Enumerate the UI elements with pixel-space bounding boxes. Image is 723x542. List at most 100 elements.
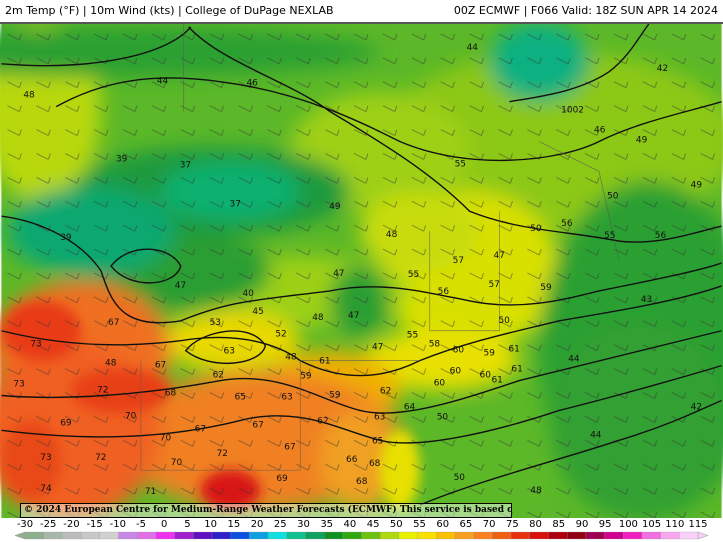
colorbar-swatch (118, 531, 138, 540)
temperature-label: 55 (455, 159, 466, 169)
temperature-label: 65 (235, 392, 246, 402)
colorbar-arrow-right (697, 531, 709, 540)
temperature-label: 72 (95, 453, 106, 463)
colorbar-swatch (193, 531, 213, 540)
temperature-label: 61 (508, 345, 519, 355)
colorbar-tick-label: 95 (598, 519, 612, 530)
colorbar-tick-label: 85 (552, 519, 566, 530)
colorbar-tick-label: 15 (227, 519, 241, 530)
isobars (1, 24, 722, 506)
temperature-label: 46 (594, 126, 606, 136)
colorbar-swatch (43, 531, 64, 540)
temperature-label: 69 (60, 418, 72, 428)
temperature-label: 56 (438, 287, 450, 297)
temperature-label: 74 (40, 484, 52, 494)
temperature-label: 57 (488, 280, 499, 290)
temperature-label: 50 (437, 412, 449, 422)
colorbar-tick-label: 35 (320, 519, 334, 530)
temperature-label: 68 (369, 459, 381, 469)
colorbar-tick-label: 5 (184, 519, 191, 530)
temperature-label: 50 (530, 224, 542, 234)
colorbar-swatch (604, 531, 624, 540)
colorbar-swatch (454, 531, 475, 540)
temperature-label: 67 (284, 442, 295, 452)
colorbar-swatch (492, 531, 512, 540)
temperature-label: 47 (175, 281, 186, 291)
temperature-label: 50 (498, 316, 510, 326)
colorbar-swatch (230, 531, 250, 540)
colorbar-tick-label: 105 (642, 519, 662, 530)
temperature-label: 44 (157, 77, 169, 87)
temperature-label: 73 (30, 340, 41, 350)
colorbar-swatch (286, 531, 307, 540)
temperature-label: 39 (116, 154, 128, 164)
temperature-label: 70 (160, 433, 172, 443)
temperature-label: 49 (691, 180, 703, 190)
colorbar-swatch (679, 531, 699, 540)
colorbar-tick-label: 80 (529, 519, 542, 530)
colorbar-swatch (473, 531, 494, 540)
colorbar-swatch (62, 531, 82, 540)
colorbar-tick-label: 65 (459, 519, 473, 530)
temperature-label: 50 (607, 191, 619, 201)
colorbar-swatch (137, 531, 157, 540)
colorbar-tick-label: 55 (413, 519, 426, 530)
temperature-label: 65 (372, 436, 383, 446)
colorbar-swatch (380, 531, 400, 540)
temperature-label: 47 (372, 343, 383, 353)
pressure-label: 1002 (561, 106, 584, 116)
temperature-label: 37 (180, 160, 191, 170)
copyright-notice: © 2024 European Centre for Medium-Range … (20, 503, 512, 518)
colorbar-swatch (342, 531, 363, 540)
colorbar-swatch (24, 531, 45, 540)
temperature-label: 63 (281, 392, 292, 402)
temperature-label: 60 (453, 346, 465, 356)
colorbar-arrow-left (14, 531, 26, 540)
colorbar-swatch (211, 531, 232, 540)
temperature-label: 61 (491, 376, 502, 386)
temperature-label: 56 (561, 219, 573, 229)
temperature-label: 55 (407, 331, 418, 341)
temperature-label: 62 (380, 387, 391, 397)
colorbar-tick-label: 90 (575, 519, 589, 530)
temperature-label: 63 (224, 347, 235, 357)
colorbar-swatch (436, 531, 456, 540)
product-title: 2m Temp (°F) | 10m Wind (kts) | College … (5, 4, 334, 17)
colorbar-tick-label: 45 (366, 519, 380, 530)
colorbar-tick-label: 115 (688, 519, 708, 530)
colorbar-swatch (323, 531, 344, 540)
temperature-label: 68 (165, 388, 177, 398)
temperature-label: 44 (568, 355, 580, 365)
colorbar-swatch (361, 531, 381, 540)
colorbar-swatches (14, 531, 709, 540)
temperature-label: 47 (348, 311, 359, 321)
temperature-label: 57 (453, 256, 464, 266)
colorbar-tick-label: -15 (86, 519, 103, 530)
temperature-label: 42 (691, 402, 702, 412)
temperature-label: 55 (604, 231, 615, 241)
temperature-label: 59 (484, 349, 496, 359)
colorbar-swatch (641, 531, 662, 540)
temperature-label: 44 (590, 430, 602, 440)
temperature-label: 67 (252, 420, 263, 430)
colorbar-tick-label: 10 (204, 519, 218, 530)
colorbar-tick-label: 30 (297, 519, 310, 530)
temperature-label: 60 (480, 371, 492, 381)
temperature-label: 68 (356, 477, 368, 487)
temperature-label: 61 (511, 365, 522, 375)
temperature-label: 39 (60, 233, 72, 243)
temperature-label: 72 (97, 386, 108, 396)
temperature-label: 48 (386, 230, 398, 240)
colorbar-swatch (155, 531, 176, 540)
map-header: 2m Temp (°F) | 10m Wind (kts) | College … (0, 0, 723, 22)
colorbar-swatch (548, 531, 568, 540)
colorbar-tick-label: -10 (109, 519, 126, 530)
temperature-label: 59 (329, 390, 341, 400)
temperature-label: 46 (246, 79, 258, 89)
colorbar-tick-label: 60 (436, 519, 450, 530)
temperature-label: 40 (242, 289, 254, 299)
temperature-label: 44 (467, 43, 479, 53)
temperature-label: 71 (145, 487, 156, 497)
colorbar-tick-label: -30 (16, 519, 34, 530)
temperature-label: 53 (210, 318, 221, 328)
